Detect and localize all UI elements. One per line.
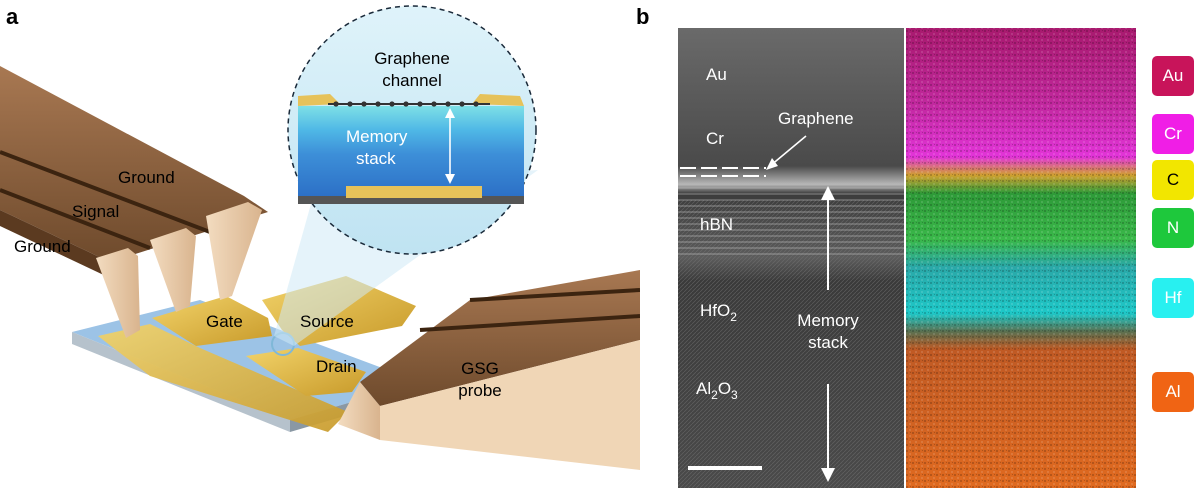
label-hbn: hBN xyxy=(700,215,733,234)
bottom-electrode xyxy=(98,324,348,432)
label-gsg-probe-1: GSG xyxy=(461,359,499,378)
inset-title-1: Graphene xyxy=(374,49,450,68)
inset-stack-1: Memory xyxy=(346,127,408,146)
label-al2o3: Al2O3 xyxy=(696,379,738,402)
inset-title-2: channel xyxy=(382,71,442,90)
label-source: Source xyxy=(300,312,354,331)
inset-graphene-atoms xyxy=(333,101,479,107)
panel-b-letter: b xyxy=(636,4,650,29)
label-ground-bottom: Ground xyxy=(14,237,71,256)
label-cr: Cr xyxy=(706,129,724,148)
scale-bar xyxy=(688,466,762,470)
legend-cr: Cr xyxy=(1152,114,1194,154)
graphene-dashed-marker xyxy=(680,167,766,177)
hbn-lattice-lines xyxy=(678,187,904,255)
right-probe xyxy=(360,270,640,406)
probe-tip-ground-top xyxy=(206,202,262,300)
label-memory-1: Memory xyxy=(797,311,859,330)
label-graphene: Graphene xyxy=(778,109,854,128)
label-au: Au xyxy=(706,65,727,84)
probe-tip-ground-bottom xyxy=(96,248,140,338)
legend-n: N xyxy=(1152,208,1194,248)
legend-al: Al xyxy=(1152,372,1194,412)
panel-a-letter: a xyxy=(6,4,19,29)
legend-c: C xyxy=(1152,160,1194,200)
label-hfo2: HfO2 xyxy=(700,301,737,324)
inset-back-gate xyxy=(346,186,482,198)
legend-hf: Hf xyxy=(1152,278,1194,318)
drain-electrode xyxy=(246,348,366,396)
label-signal: Signal xyxy=(72,202,119,221)
label-memory-2: stack xyxy=(808,333,848,352)
probe-tip-signal xyxy=(150,228,196,312)
label-drain: Drain xyxy=(316,357,357,376)
label-ground-top: Ground xyxy=(118,168,175,187)
inset-stack-2: stack xyxy=(356,149,396,168)
graphene-pointer-arrow xyxy=(769,135,807,167)
device-schematic: Ground Signal Ground Gate Source Drain G… xyxy=(0,5,640,470)
label-gate: Gate xyxy=(206,312,243,331)
legend-au: Au xyxy=(1152,56,1194,96)
label-gsg-probe-2: probe xyxy=(458,381,501,400)
gate-electrode xyxy=(152,296,272,346)
left-probe xyxy=(0,66,268,262)
